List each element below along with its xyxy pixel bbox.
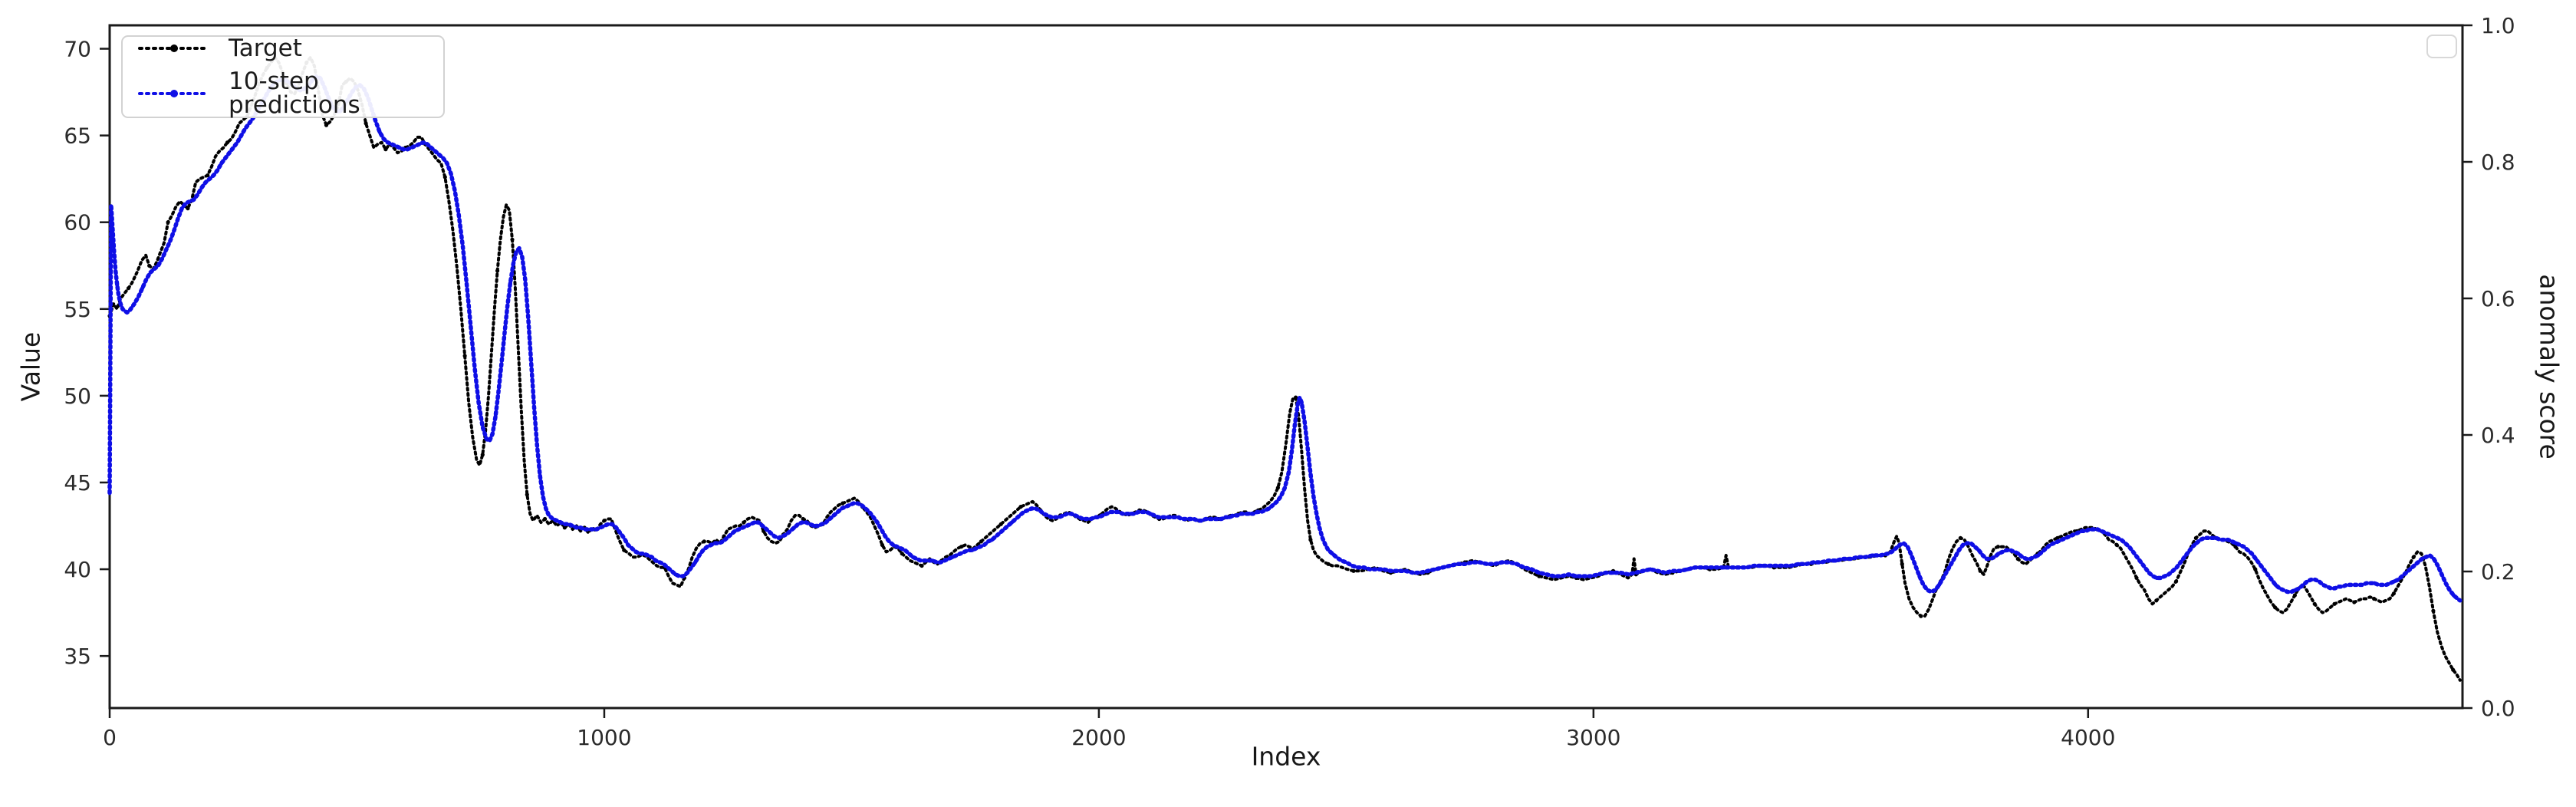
y-axis-right-label: anomaly score xyxy=(2534,274,2564,459)
y-axis-right-ticks: 0.0 0.2 0.4 0.6 0.8 1.0 xyxy=(2462,13,2515,721)
svg-text:0.6: 0.6 xyxy=(2481,286,2515,311)
svg-text:55: 55 xyxy=(64,297,91,322)
legend-item-target: Target xyxy=(138,34,428,62)
svg-text:1000: 1000 xyxy=(577,725,631,750)
svg-text:50: 50 xyxy=(64,384,91,409)
svg-text:4000: 4000 xyxy=(2061,725,2115,750)
legend: Target 10-step predictions xyxy=(121,35,445,118)
svg-text:0.8: 0.8 xyxy=(2481,150,2515,175)
svg-text:0.4: 0.4 xyxy=(2481,423,2515,448)
svg-text:0: 0 xyxy=(103,725,117,750)
svg-text:35: 35 xyxy=(64,644,91,669)
x-axis-ticks: 0 1000 2000 3000 4000 xyxy=(103,708,2115,750)
svg-text:0.2: 0.2 xyxy=(2481,559,2515,585)
svg-text:3000: 3000 xyxy=(1566,725,1620,750)
predictions-line-icon xyxy=(138,89,210,97)
svg-text:70: 70 xyxy=(64,37,91,62)
svg-text:40: 40 xyxy=(64,557,91,582)
y-axis-left-ticks: 35 40 45 50 55 60 65 70 xyxy=(64,37,110,669)
empty-legend-box xyxy=(2426,35,2457,58)
svg-text:1.0: 1.0 xyxy=(2481,13,2515,38)
legend-label-predictions: 10-step predictions xyxy=(229,67,360,119)
svg-text:60: 60 xyxy=(64,210,91,236)
svg-text:45: 45 xyxy=(64,470,91,496)
legend-label-target: Target xyxy=(229,34,302,62)
y-axis-left-label: Value xyxy=(15,331,46,402)
series-target-line xyxy=(107,55,2462,682)
svg-text:65: 65 xyxy=(64,124,91,149)
x-axis-label: Index xyxy=(1251,741,1321,772)
svg-text:0.0: 0.0 xyxy=(2481,696,2515,721)
legend-item-predictions: 10-step predictions xyxy=(138,67,428,119)
target-line-icon xyxy=(138,44,210,52)
plot-frame xyxy=(108,24,2464,710)
series-predictions-line xyxy=(107,74,2462,603)
svg-text:2000: 2000 xyxy=(1071,725,1126,750)
